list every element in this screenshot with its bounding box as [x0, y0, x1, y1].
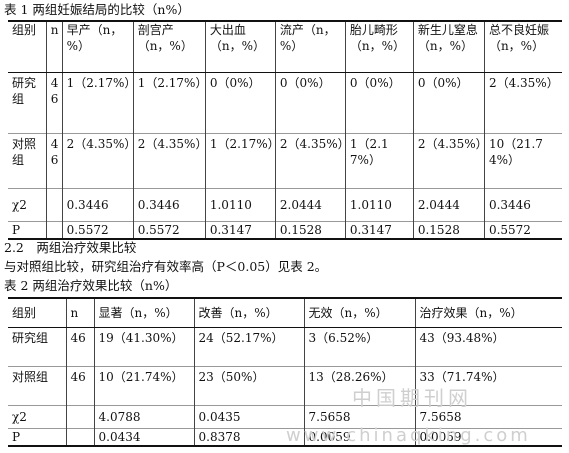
table-cell: 46 [45, 133, 63, 189]
table-cell: 0.5572 [61, 221, 134, 240]
header-cell: n [65, 297, 94, 328]
table1: 组别 n 早产（n，%） 剖宫产（n，%） 大出血（n，%） 流产（n，%） 胎… [8, 20, 562, 240]
table2: 组别 n 显著（n，%） 改善（n，%） 无效（n，%） 治疗效果（n，%） 研… [8, 297, 562, 447]
table-cell [45, 188, 63, 222]
header-cell: 剖宫产（n，%） [132, 20, 206, 73]
table-cell [45, 221, 63, 240]
header-cell: 无效（n，%） [303, 297, 415, 328]
header-cell: 总不良妊娠（n，%） [483, 20, 562, 73]
table-cell: 0.0435 [193, 405, 304, 429]
header-cell: 治疗效果（n，%） [414, 297, 562, 328]
table-cell: 2（4.35%） [132, 133, 206, 189]
table-cell: 1（2.17%） [61, 72, 134, 134]
table-cell: 46 [45, 72, 63, 134]
table-cell: 对照组 [8, 366, 66, 406]
table-cell: χ2 [8, 188, 47, 222]
table-cell: 研究组 [12, 76, 37, 106]
table-cell: 0.3446 [61, 188, 134, 222]
header-cell: 组别 [8, 20, 47, 73]
table-cell: 0.0059 [303, 428, 415, 447]
table-cell: 0.3147 [344, 221, 414, 240]
table-cell: 0（0%） [204, 72, 276, 134]
table-cell: 1.0110 [344, 188, 414, 222]
table-cell: 3（6.52%） [303, 327, 415, 367]
table-cell: 0.8378 [193, 428, 304, 447]
section-heading: 2.2 两组治疗效果比较 [4, 240, 137, 255]
table-cell: 2.0444 [412, 188, 485, 222]
table-row: 研究组 46 1（2.17%） 1（2.17%） 0（0%） 0（0%） 0（0… [8, 72, 562, 134]
table-cell: 10（21.74%） [483, 133, 562, 189]
table2-header-row: 组别 n 显著（n，%） 改善（n，%） 无效（n，%） 治疗效果（n，%） [8, 297, 562, 328]
table-cell: 0.5572 [132, 221, 206, 240]
header-cell: n [45, 20, 63, 73]
header-cell: 改善（n，%） [193, 297, 304, 328]
table-row: 研究组 46 19（41.30%） 24（52.17%） 3（6.52%） 43… [8, 327, 562, 367]
header-cell: 大出血（n，%） [204, 20, 276, 73]
table-cell: 对照组 [8, 133, 47, 189]
table-cell: 0.3147 [204, 221, 276, 240]
table-cell: 0.3446 [483, 188, 562, 222]
table-row: P 0.0434 0.8378 0.0059 0.0059 [8, 428, 562, 447]
table-cell: 19（41.30%） [93, 327, 194, 367]
table-cell: 0.0059 [414, 428, 562, 447]
header-cell: 流产（n，%） [274, 20, 346, 73]
table-row: P 0.5572 0.5572 0.3147 0.1528 0.3147 0.1… [8, 221, 562, 240]
table-cell: 研究组 [12, 331, 49, 345]
table-cell: 0（0%） [412, 72, 485, 134]
table-row: χ2 4.0788 0.0435 7.5658 7.5658 [8, 405, 562, 429]
table-cell: 13（28.26%） [303, 366, 415, 406]
table-row: χ2 0.3446 0.3446 1.0110 2.0444 1.0110 2.… [8, 188, 562, 222]
table-cell: 2（4.35%） [412, 133, 485, 189]
table-cell: 2（4.35%） [483, 72, 562, 134]
table-cell: 1（2.17%） [132, 72, 206, 134]
table-cell: P [8, 428, 66, 447]
table-cell: 33（71.74%） [414, 366, 562, 406]
table1-caption: 表 1 两组妊娠结局的比较（n%） [4, 2, 190, 17]
table-row: 对照组 46 2（4.35%） 2（4.35%） 1（2.17%） 2（4.35… [8, 133, 562, 189]
table-cell: 0（0%） [274, 72, 346, 134]
table-cell: 0.5572 [483, 221, 562, 240]
table-cell: 2.0444 [274, 188, 346, 222]
table-cell: 24（52.17%） [193, 327, 304, 367]
table-cell: 46 [65, 366, 94, 406]
table-cell: 2（4.35%） [61, 133, 134, 189]
table-cell: 7.5658 [414, 405, 562, 429]
header-cell: 组别 [8, 297, 66, 328]
table-cell: 2（4.35%） [274, 133, 346, 189]
table-cell: 1（2.17%） [344, 133, 414, 189]
table-cell: 7.5658 [303, 405, 415, 429]
header-cell: 早产（n，%） [61, 20, 134, 73]
table-cell: 0.1528 [274, 221, 346, 240]
table-cell: 0.0434 [93, 428, 194, 447]
table-cell: 46 [65, 327, 94, 367]
table1-header-row: 组别 n 早产（n，%） 剖宫产（n，%） 大出血（n，%） 流产（n，%） 胎… [8, 20, 562, 73]
table-cell: 1.0110 [204, 188, 276, 222]
header-cell: 胎儿畸形（n，%） [344, 20, 414, 73]
table-cell: 0.3446 [132, 188, 206, 222]
table-cell: 43（93.48%） [414, 327, 562, 367]
table-cell: 1（2.17%） [204, 133, 276, 189]
table-cell: 23（50%） [193, 366, 304, 406]
table-cell: 10（21.74%） [93, 366, 194, 406]
header-cell: 新生儿窒息（n，%） [412, 20, 485, 73]
section-text: 与对照组比较，研究组治疗有效率高（P＜0.05）见表 2。 [4, 259, 328, 274]
table-cell: 0.1528 [412, 221, 485, 240]
table-cell: χ2 [8, 405, 66, 429]
table2-caption: 表 2 两组治疗效果比较（n%） [4, 278, 178, 293]
table-cell: P [8, 221, 47, 240]
table-cell [65, 405, 94, 429]
table-row: 对照组 46 10（21.74%） 23（50%） 13（28.26%） 33（… [8, 366, 562, 406]
table-cell [65, 428, 94, 447]
header-cell: 显著（n，%） [93, 297, 194, 328]
table-cell: 4.0788 [93, 405, 194, 429]
table-cell: 0（0%） [344, 72, 414, 134]
